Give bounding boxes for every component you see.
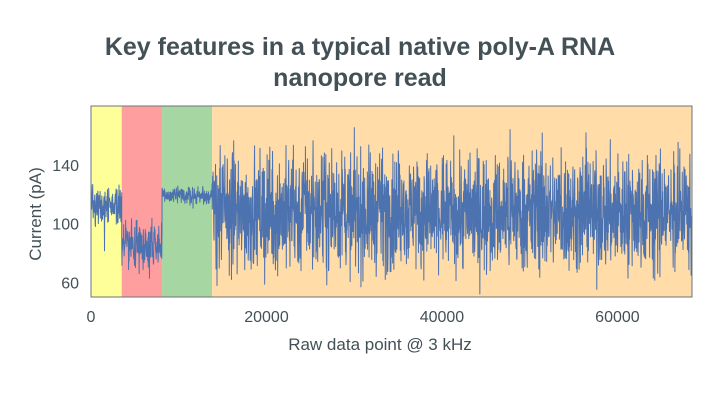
signal-line-1 <box>90 127 693 295</box>
region-band-2 <box>121 106 163 297</box>
y-tick-label: 60 <box>61 275 79 292</box>
y-tick-label: 100 <box>52 217 79 234</box>
x-axis-ticks: 0 20000 40000 60000 <box>87 309 640 326</box>
y-tick-label: 140 <box>52 158 79 175</box>
plot-frame <box>90 105 693 298</box>
chart-title-line-1: Key features in a typical native poly-A … <box>105 33 615 61</box>
x-tick-label: 0 <box>87 309 96 326</box>
chart-title-line-2: nanopore read <box>273 64 447 92</box>
y-axis-label: Current (pA) <box>26 167 45 261</box>
y-axis-ticks: 60 100 140 <box>52 158 79 293</box>
x-tick-label: 40000 <box>420 309 465 326</box>
signal-series <box>90 127 693 295</box>
x-tick-label: 60000 <box>595 309 640 326</box>
x-axis-label: Raw data point @ 3 kHz <box>288 335 472 354</box>
x-tick-label: 20000 <box>244 309 289 326</box>
